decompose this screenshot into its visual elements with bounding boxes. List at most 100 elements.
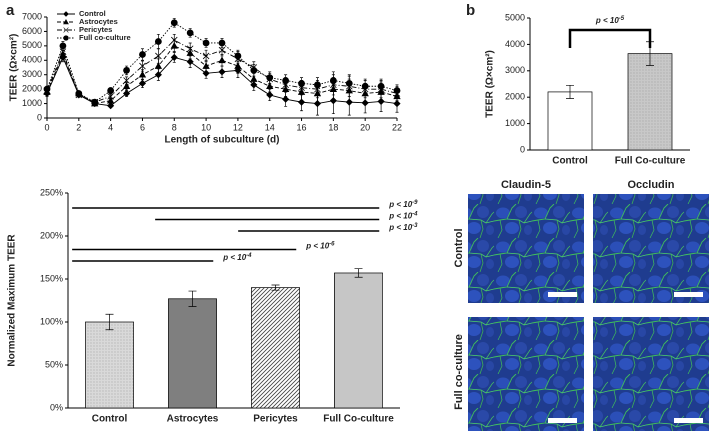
micrograph bbox=[593, 317, 709, 431]
y-tick-label: 4000 bbox=[22, 55, 42, 65]
p-value-text: p < 10 bbox=[222, 253, 246, 262]
marker bbox=[250, 67, 258, 74]
x-tick-label: Pericytes bbox=[253, 414, 298, 425]
marker bbox=[202, 62, 210, 69]
p-value: p < 10-6 bbox=[305, 241, 335, 251]
micrograph bbox=[593, 194, 709, 303]
x-tick-label: Astrocytes bbox=[167, 414, 219, 425]
marker bbox=[43, 85, 51, 93]
x-tick-label: 22 bbox=[392, 122, 402, 132]
p-value-text: p < 10 bbox=[305, 242, 329, 251]
p-value-exponent: -6 bbox=[329, 241, 335, 247]
bar bbox=[627, 53, 673, 151]
bar bbox=[547, 91, 593, 151]
p-value-text: p < 10 bbox=[388, 200, 412, 209]
marker bbox=[75, 90, 83, 97]
scale-bar bbox=[548, 292, 577, 297]
y-tick-label: 5000 bbox=[505, 12, 525, 22]
x-tick-label: 2 bbox=[76, 122, 81, 132]
marker bbox=[107, 87, 115, 94]
x-axis-title: Length of subculture (d) bbox=[165, 135, 280, 146]
marker bbox=[218, 46, 226, 54]
p-value: p < 10-4 bbox=[222, 253, 252, 263]
x-tick-label: 4 bbox=[108, 122, 113, 132]
x-tick-label: 14 bbox=[265, 122, 275, 132]
p-value-exponent: -4 bbox=[412, 211, 418, 217]
marker bbox=[234, 52, 242, 60]
marker bbox=[266, 82, 274, 90]
error-bar bbox=[271, 284, 280, 291]
error-bar bbox=[354, 268, 363, 278]
legend-marker bbox=[63, 35, 69, 41]
y-tick-label: 1000 bbox=[505, 118, 525, 128]
bar bbox=[85, 321, 134, 409]
p-value-exponent: -9 bbox=[412, 200, 418, 206]
marker bbox=[282, 95, 290, 103]
marker bbox=[266, 74, 274, 81]
p-value: p < 10-9 bbox=[388, 200, 418, 210]
y-axis-title: TEER (Ω×cm²) bbox=[485, 50, 496, 118]
comparison-bracket bbox=[568, 28, 652, 48]
marker bbox=[218, 68, 226, 76]
image-column-label: Occludin bbox=[627, 179, 674, 191]
marker bbox=[138, 70, 147, 78]
y-tick-label: 0% bbox=[50, 402, 63, 412]
scale-bar bbox=[674, 292, 703, 297]
x-tick-label: Control bbox=[92, 414, 128, 425]
y-tick-label: 100% bbox=[40, 316, 63, 326]
legend-marker bbox=[63, 11, 69, 17]
marker bbox=[186, 58, 194, 66]
scale-bar bbox=[548, 418, 577, 423]
marker bbox=[154, 62, 163, 69]
marker bbox=[361, 82, 369, 90]
y-tick-label: 2000 bbox=[22, 84, 42, 94]
error-bar bbox=[566, 84, 574, 99]
p-value-exponent: -3 bbox=[412, 223, 418, 229]
micrograph bbox=[468, 194, 584, 303]
p-value-exponent: -4 bbox=[246, 253, 252, 259]
panel-label: a bbox=[6, 2, 15, 19]
legend-label: Control bbox=[79, 9, 106, 18]
error-bar bbox=[105, 313, 114, 331]
marker bbox=[186, 29, 194, 37]
bar bbox=[334, 272, 383, 409]
x-tick-label: 12 bbox=[233, 122, 243, 132]
y-tick-label: 200% bbox=[40, 230, 63, 240]
marker bbox=[91, 98, 99, 106]
marker bbox=[314, 81, 321, 89]
legend-marker bbox=[63, 19, 69, 25]
marker bbox=[139, 51, 146, 58]
x-tick-label: 20 bbox=[360, 122, 370, 132]
marker bbox=[393, 87, 401, 94]
y-tick-label: 4000 bbox=[505, 39, 525, 49]
marker bbox=[107, 102, 115, 110]
marker bbox=[139, 62, 146, 70]
x-tick-label: 8 bbox=[172, 122, 177, 132]
x-tick-label: Control bbox=[552, 156, 588, 167]
legend-label: Full co-culture bbox=[79, 33, 131, 42]
image-column-label: Claudin-5 bbox=[501, 179, 551, 191]
x-tick-label: Full Co-culture bbox=[323, 414, 394, 425]
marker bbox=[170, 36, 178, 44]
y-tick-label: 0 bbox=[520, 144, 525, 154]
marker bbox=[329, 77, 337, 84]
marker bbox=[202, 39, 210, 47]
marker bbox=[107, 93, 114, 100]
marker bbox=[377, 82, 385, 90]
y-tick-label: 3000 bbox=[505, 65, 525, 75]
marker bbox=[122, 82, 131, 90]
marker bbox=[345, 80, 353, 87]
p-value-exponent: -5 bbox=[619, 16, 625, 22]
marker bbox=[218, 39, 226, 47]
marker bbox=[170, 53, 178, 61]
marker bbox=[122, 89, 131, 98]
bar bbox=[251, 287, 300, 409]
p-value: p < 10-3 bbox=[388, 223, 418, 233]
marker bbox=[218, 56, 226, 64]
y-tick-label: 5000 bbox=[22, 40, 42, 50]
image-row-label: Full co-culture bbox=[453, 334, 465, 410]
y-tick-label: 250% bbox=[40, 187, 63, 197]
x-tick-label: 16 bbox=[297, 122, 307, 132]
p-value: p < 10-5 bbox=[595, 16, 625, 26]
